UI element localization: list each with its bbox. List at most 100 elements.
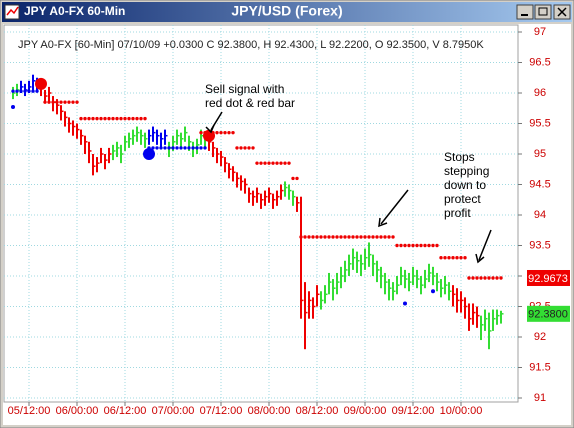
price-bar [480,315,484,341]
price-bar [416,269,420,289]
stop-dot [307,235,311,239]
chart-area [3,24,571,425]
price-bar [108,147,112,164]
arrow-head [378,217,388,228]
stop-dot [111,116,115,121]
stop-dot [407,243,411,248]
price-bar [268,187,272,203]
price-bar [388,279,392,301]
price-bar [408,272,412,292]
maximize-button[interactable] [534,4,552,20]
stop-dot [439,256,443,260]
price-bar [176,129,180,145]
price-bar [48,86,52,103]
x-tick-label: 08/12:00 [296,405,339,417]
stop-dot [123,116,127,121]
stop-dot [499,276,503,280]
stop-dot [395,243,399,248]
trail-dot [167,146,171,150]
trail-dot [151,146,155,150]
price-bar [60,105,64,121]
stop-dot [471,276,475,280]
stop-dot [131,116,135,121]
stop-dot [103,116,107,121]
stop-dot [199,130,203,135]
stop-dot [363,235,367,239]
y-tick-label: 95.5 [529,117,550,129]
price-bar [220,150,224,167]
price-bar [372,254,376,276]
x-tick-label: 05/12:00 [8,405,51,417]
stop-dot [443,256,447,260]
signal-dot [203,129,215,142]
price-bar [120,144,124,164]
stop-dot [243,146,247,150]
stop-dot [423,243,427,248]
price-bar [224,157,228,173]
price-bar [392,282,396,301]
stop-dot [427,243,431,248]
price-bar [428,263,432,283]
trail-dot [183,146,187,150]
trail-dot [187,146,191,150]
stop-dot [91,116,95,121]
stop-dot [467,276,471,280]
stop-dot [219,130,223,135]
price-bar [44,89,48,103]
price-bar [212,141,216,158]
stop-dot [295,176,299,181]
price-bar [340,266,344,289]
price-bar [452,285,456,307]
stop-dot [475,276,479,280]
stop-dot [315,235,319,239]
price-bar [12,86,16,100]
price-bar [80,129,84,145]
price-bar [496,309,500,325]
stop-dot [279,161,283,165]
price-tag-label: 92.9673 [528,273,568,285]
price-bar [288,184,292,200]
stop-dot [259,161,263,165]
trail-dot [11,89,15,93]
stop-dot [223,130,227,135]
stop-dot [375,235,379,239]
price-bar [128,132,132,148]
trail-dot [163,146,167,150]
stop-dot [383,235,387,239]
annotation: down to [444,178,486,192]
minimize-button[interactable] [516,4,534,20]
price-bar [484,309,488,331]
stop-dot [311,235,315,239]
stop-dot [139,116,143,121]
x-tick-label: 07/00:00 [152,405,195,417]
trail-dot [203,146,207,150]
stop-dot [143,116,147,121]
y-tick-label: 94 [534,209,546,221]
stop-dot [483,276,487,280]
trail-dot [31,89,35,93]
price-bar [256,187,260,203]
price-bar [216,147,220,164]
stop-dot [107,116,111,121]
annotation: protect [444,192,481,206]
trail-dot [19,89,23,93]
price-bar [300,196,304,319]
price-bar [100,147,104,164]
maximize-glyph [538,7,548,16]
stop-dot [335,235,339,239]
price-bar [380,266,384,289]
stop-dot [339,235,343,239]
y-tick-label: 96 [534,87,546,99]
stop-dot [435,243,439,248]
price-bar [236,172,240,188]
price-bar [396,276,400,295]
stop-dot [55,100,59,104]
price-bar [308,291,312,319]
annotation: Stops [444,150,475,164]
stop-dot [299,235,303,239]
arrow-head [205,124,215,134]
stop-dot [79,116,83,121]
price-bar [248,187,252,203]
trail-dot [23,89,27,93]
price-bar [384,272,388,295]
